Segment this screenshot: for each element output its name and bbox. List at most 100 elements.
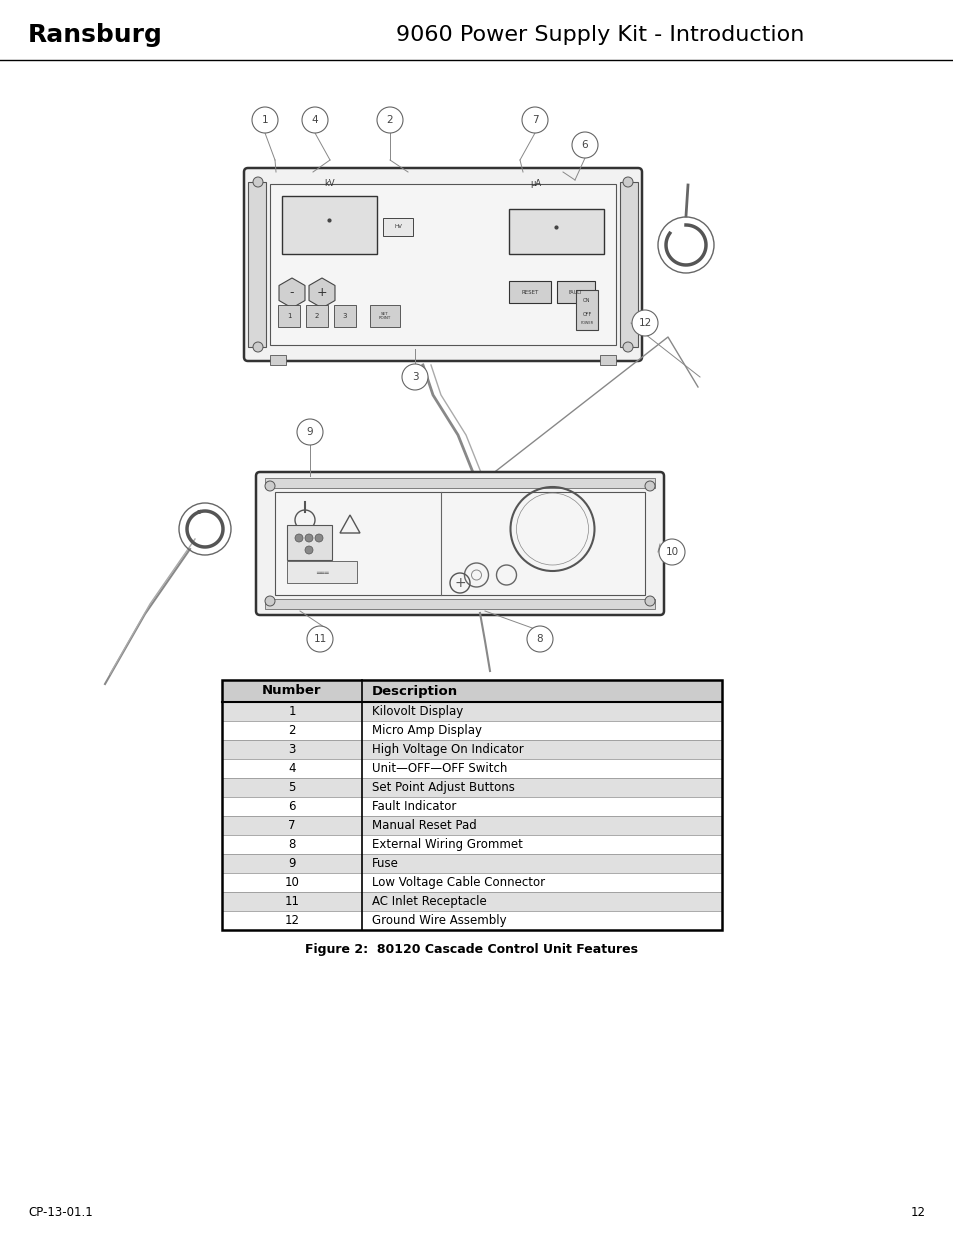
Text: Fault Indicator: Fault Indicator bbox=[372, 800, 456, 813]
Circle shape bbox=[526, 626, 553, 652]
Text: 3: 3 bbox=[412, 372, 417, 382]
Circle shape bbox=[521, 107, 547, 133]
Text: μA: μA bbox=[530, 179, 541, 188]
Circle shape bbox=[631, 310, 658, 336]
Text: 9: 9 bbox=[306, 427, 313, 437]
Bar bbox=[222, 778, 721, 797]
Text: FAULT: FAULT bbox=[568, 289, 582, 294]
Bar bbox=[277, 305, 299, 327]
Text: 5: 5 bbox=[288, 781, 295, 794]
Text: 1: 1 bbox=[261, 115, 268, 125]
Text: 12: 12 bbox=[638, 317, 651, 329]
Text: 8: 8 bbox=[288, 839, 295, 851]
Bar bbox=[222, 911, 721, 930]
Text: 11: 11 bbox=[313, 634, 326, 643]
Text: Micro Amp Display: Micro Amp Display bbox=[372, 724, 481, 737]
Bar bbox=[287, 525, 332, 559]
Text: External Wiring Grommet: External Wiring Grommet bbox=[372, 839, 522, 851]
Text: 4: 4 bbox=[312, 115, 318, 125]
Bar bbox=[509, 209, 603, 254]
Text: RESET: RESET bbox=[521, 289, 538, 294]
Text: Fuse: Fuse bbox=[372, 857, 398, 869]
Bar bbox=[222, 892, 721, 911]
Text: 1: 1 bbox=[287, 312, 291, 319]
Circle shape bbox=[305, 534, 313, 542]
Bar bbox=[222, 797, 721, 816]
Bar bbox=[370, 305, 399, 327]
Text: kV: kV bbox=[324, 179, 335, 188]
Bar bbox=[599, 354, 616, 366]
Text: High Voltage On Indicator: High Voltage On Indicator bbox=[372, 743, 523, 756]
Bar bbox=[248, 182, 266, 347]
Circle shape bbox=[265, 480, 274, 492]
Text: 10: 10 bbox=[284, 876, 299, 889]
Circle shape bbox=[659, 538, 684, 564]
Circle shape bbox=[644, 597, 655, 606]
Circle shape bbox=[294, 534, 303, 542]
Bar bbox=[509, 282, 551, 303]
Bar bbox=[557, 282, 595, 303]
Bar bbox=[222, 680, 721, 930]
Circle shape bbox=[302, 107, 328, 133]
Bar bbox=[619, 182, 638, 347]
Text: 2: 2 bbox=[314, 312, 319, 319]
Bar bbox=[222, 873, 721, 892]
Bar bbox=[287, 561, 356, 583]
Text: 3: 3 bbox=[288, 743, 295, 756]
Bar bbox=[282, 196, 376, 254]
Text: +: + bbox=[454, 576, 465, 590]
Text: 12: 12 bbox=[910, 1207, 925, 1219]
Text: Number: Number bbox=[262, 684, 321, 698]
Bar bbox=[270, 184, 616, 345]
Text: 12: 12 bbox=[284, 914, 299, 927]
Text: Ransburg: Ransburg bbox=[28, 23, 163, 47]
Bar bbox=[222, 740, 721, 760]
Bar bbox=[576, 290, 598, 330]
Bar bbox=[222, 835, 721, 853]
Text: 7: 7 bbox=[288, 819, 295, 832]
Bar bbox=[222, 701, 721, 721]
Circle shape bbox=[305, 546, 313, 555]
Bar bbox=[334, 305, 355, 327]
Bar bbox=[222, 853, 721, 873]
Text: CP-13-01.1: CP-13-01.1 bbox=[28, 1207, 92, 1219]
Text: POWER: POWER bbox=[579, 321, 593, 325]
Text: Kilovolt Display: Kilovolt Display bbox=[372, 705, 463, 718]
Text: Description: Description bbox=[372, 684, 457, 698]
Bar bbox=[265, 478, 655, 488]
Circle shape bbox=[307, 626, 333, 652]
FancyBboxPatch shape bbox=[255, 472, 663, 615]
Text: 6: 6 bbox=[581, 140, 588, 149]
Text: AC Inlet Receptacle: AC Inlet Receptacle bbox=[372, 895, 486, 908]
Text: Unit—OFF—OFF Switch: Unit—OFF—OFF Switch bbox=[372, 762, 507, 776]
Text: 11: 11 bbox=[284, 895, 299, 908]
Text: Manual Reset Pad: Manual Reset Pad bbox=[372, 819, 476, 832]
Text: Figure 2:  80120 Cascade Control Unit Features: Figure 2: 80120 Cascade Control Unit Fea… bbox=[305, 944, 638, 956]
Bar bbox=[382, 219, 413, 236]
Text: 4: 4 bbox=[288, 762, 295, 776]
Text: -: - bbox=[290, 287, 294, 300]
Text: 10: 10 bbox=[665, 547, 678, 557]
Circle shape bbox=[644, 480, 655, 492]
Text: 1: 1 bbox=[288, 705, 295, 718]
Text: 6: 6 bbox=[288, 800, 295, 813]
Text: 8: 8 bbox=[537, 634, 543, 643]
Text: +: + bbox=[316, 287, 327, 300]
Circle shape bbox=[265, 597, 274, 606]
Text: 2: 2 bbox=[288, 724, 295, 737]
Bar bbox=[222, 760, 721, 778]
Text: 9060 Power Supply Kit - Introduction: 9060 Power Supply Kit - Introduction bbox=[395, 25, 803, 44]
Bar bbox=[222, 680, 721, 701]
Text: Ground Wire Assembly: Ground Wire Assembly bbox=[372, 914, 506, 927]
Text: HV: HV bbox=[394, 225, 401, 230]
Text: ON: ON bbox=[582, 298, 590, 303]
Bar bbox=[270, 354, 286, 366]
Circle shape bbox=[622, 177, 633, 186]
Circle shape bbox=[622, 342, 633, 352]
Circle shape bbox=[253, 342, 263, 352]
Bar bbox=[306, 305, 328, 327]
Circle shape bbox=[314, 534, 323, 542]
Text: 2: 2 bbox=[386, 115, 393, 125]
Text: 9: 9 bbox=[288, 857, 295, 869]
Bar bbox=[222, 816, 721, 835]
